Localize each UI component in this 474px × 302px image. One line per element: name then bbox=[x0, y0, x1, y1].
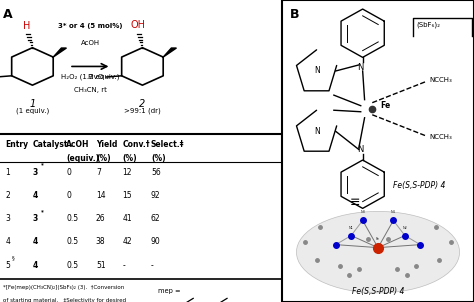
Text: 7: 7 bbox=[96, 168, 101, 177]
Text: Catalyst: Catalyst bbox=[32, 140, 68, 149]
Text: mep =: mep = bbox=[158, 288, 181, 294]
Text: *: * bbox=[41, 209, 44, 214]
Text: N1: N1 bbox=[349, 226, 354, 230]
Text: Conv.†: Conv.† bbox=[123, 140, 150, 149]
Text: 3: 3 bbox=[32, 214, 38, 223]
Text: Fe(S,S-PDP) 4: Fe(S,S-PDP) 4 bbox=[352, 287, 404, 296]
Text: Yield: Yield bbox=[96, 140, 117, 149]
Text: N: N bbox=[357, 63, 364, 72]
Text: -: - bbox=[151, 261, 154, 270]
Text: CH₃CN, rt: CH₃CN, rt bbox=[74, 87, 107, 93]
Text: N4: N4 bbox=[391, 210, 396, 214]
Text: 2: 2 bbox=[139, 99, 146, 109]
Text: 1: 1 bbox=[29, 99, 36, 109]
Text: N2: N2 bbox=[402, 226, 407, 230]
Text: 4: 4 bbox=[32, 191, 38, 200]
Text: 12: 12 bbox=[123, 168, 132, 177]
Text: 38: 38 bbox=[96, 237, 106, 246]
Text: 92: 92 bbox=[151, 191, 161, 200]
Text: 26: 26 bbox=[96, 214, 106, 223]
Text: ≡: ≡ bbox=[350, 196, 360, 209]
Text: AcOH: AcOH bbox=[81, 40, 100, 46]
Text: 51: 51 bbox=[96, 261, 106, 270]
Text: 3: 3 bbox=[6, 214, 10, 223]
Text: Fe: Fe bbox=[376, 237, 380, 241]
Text: *[Fe(mep)(CH₃CN)₂](SbF₆)₂ (3).  †Conversion: *[Fe(mep)(CH₃CN)₂](SbF₆)₂ (3). †Conversi… bbox=[3, 285, 124, 290]
Ellipse shape bbox=[296, 211, 460, 293]
Text: NCCH₃: NCCH₃ bbox=[430, 77, 453, 83]
Text: *: * bbox=[41, 162, 44, 168]
Text: Fe(S,S-PDP) 4: Fe(S,S-PDP) 4 bbox=[393, 181, 446, 190]
Text: 4: 4 bbox=[32, 237, 38, 246]
Text: (equiv.): (equiv.) bbox=[66, 154, 100, 163]
Text: 62: 62 bbox=[151, 214, 161, 223]
Text: H: H bbox=[23, 21, 30, 31]
Text: -: - bbox=[123, 261, 126, 270]
Text: (%): (%) bbox=[123, 154, 137, 163]
Text: 0.5: 0.5 bbox=[66, 214, 78, 223]
Text: 0: 0 bbox=[66, 191, 71, 200]
Text: OH: OH bbox=[131, 20, 146, 30]
Text: AcOH: AcOH bbox=[66, 140, 90, 149]
Text: Fe: Fe bbox=[380, 101, 390, 110]
Text: 3* or 4 (5 mol%): 3* or 4 (5 mol%) bbox=[58, 23, 122, 29]
Text: N: N bbox=[315, 66, 320, 76]
Text: 14: 14 bbox=[96, 191, 106, 200]
Text: A: A bbox=[3, 8, 12, 21]
Text: 5: 5 bbox=[6, 261, 10, 270]
Text: 0.5: 0.5 bbox=[66, 261, 78, 270]
Text: 42: 42 bbox=[123, 237, 132, 246]
Text: (%): (%) bbox=[151, 154, 165, 163]
Text: (SbF₆)₂: (SbF₆)₂ bbox=[416, 21, 440, 28]
Text: B: B bbox=[290, 8, 299, 21]
Text: 41: 41 bbox=[123, 214, 132, 223]
Text: 4: 4 bbox=[6, 237, 10, 246]
Text: 15: 15 bbox=[123, 191, 132, 200]
Text: 4: 4 bbox=[32, 261, 38, 270]
Text: §: § bbox=[12, 255, 15, 261]
Text: Entry: Entry bbox=[6, 140, 29, 149]
Polygon shape bbox=[163, 48, 176, 57]
Polygon shape bbox=[53, 48, 66, 57]
Text: 0: 0 bbox=[66, 168, 71, 177]
Text: >99:1 (dr): >99:1 (dr) bbox=[124, 108, 161, 114]
Text: (1 equiv.): (1 equiv.) bbox=[16, 108, 49, 114]
Text: NCCH₃: NCCH₃ bbox=[430, 134, 453, 140]
Text: N: N bbox=[357, 145, 364, 154]
Text: Select.‡: Select.‡ bbox=[151, 140, 184, 149]
Text: 2: 2 bbox=[6, 191, 10, 200]
Text: 1: 1 bbox=[6, 168, 10, 177]
Text: 90: 90 bbox=[151, 237, 161, 246]
Text: (%): (%) bbox=[96, 154, 110, 163]
Text: 0.5: 0.5 bbox=[66, 237, 78, 246]
Text: N3: N3 bbox=[360, 210, 365, 214]
Text: of starting material.   ‡Selectivity for desired: of starting material. ‡Selectivity for d… bbox=[3, 298, 126, 302]
Text: H₂O₂ (1.2 equiv.): H₂O₂ (1.2 equiv.) bbox=[61, 74, 119, 81]
Text: PivO: PivO bbox=[88, 74, 104, 80]
Text: 3: 3 bbox=[32, 168, 38, 177]
Text: N: N bbox=[315, 127, 320, 136]
Text: 56: 56 bbox=[151, 168, 161, 177]
